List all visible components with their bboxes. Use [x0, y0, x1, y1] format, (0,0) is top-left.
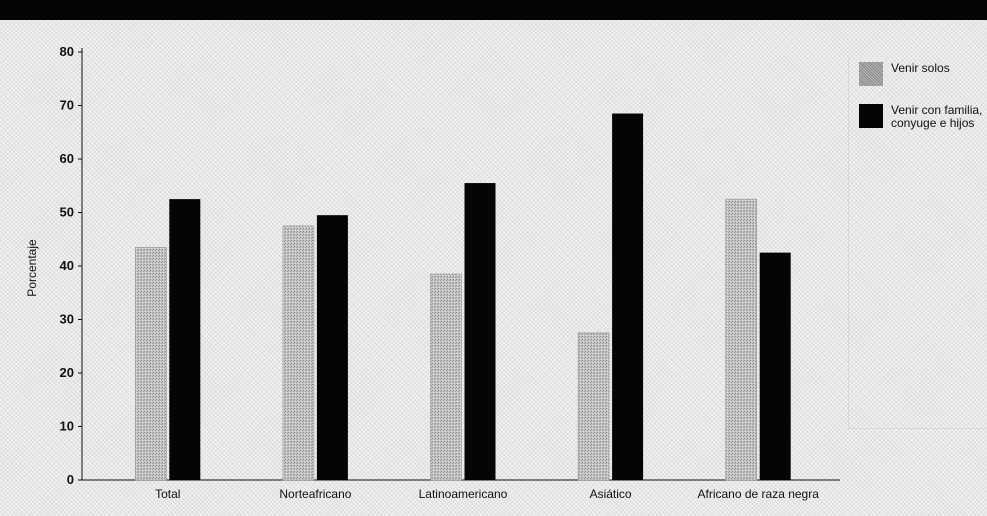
- y-tick-label-70: 70: [60, 98, 74, 113]
- legend-item-venir-con-familia: Venir con familia, conyuge e hijos: [859, 104, 987, 130]
- legend-swatch-venir-solos: [859, 62, 883, 86]
- legend-label-venir-con-familia: Venir con familia, conyuge e hijos: [891, 103, 983, 130]
- bar-latinoamericano-venir-con-familia: [464, 183, 496, 480]
- title-bar: [0, 0, 987, 20]
- bar-total-venir-solos: [135, 246, 167, 481]
- bar-asiatico-venir-solos: [577, 332, 610, 481]
- bar-africano-de-raza-negra-venir-con-familia: [759, 252, 791, 480]
- bar-asiatico-venir-con-familia: [612, 113, 644, 481]
- bar-norteafricano-venir-con-familia: [316, 215, 348, 481]
- y-tick-label-80: 80: [60, 44, 74, 59]
- legend: Venir solos Venir con familia, conyuge e…: [848, 58, 987, 429]
- bar-norteafricano-venir-solos: [282, 225, 315, 481]
- legend-swatch-venir-con-familia: [859, 104, 883, 128]
- legend-item-venir-solos: Venir solos: [859, 62, 987, 86]
- y-tick-label-0: 0: [67, 472, 74, 487]
- x-tick-label-latinoamericano: Latinoamericano: [419, 487, 508, 501]
- y-tick-label-30: 30: [60, 312, 74, 327]
- y-tick-label-10: 10: [60, 419, 74, 434]
- y-tick-label-20: 20: [60, 365, 74, 380]
- legend-label-venir-solos: Venir solos: [891, 61, 950, 75]
- x-tick-label-africano-de-raza-negra: Africano de raza negra: [697, 487, 819, 501]
- bar-africano-de-raza-negra-venir-solos: [725, 198, 758, 481]
- y-tick-label-60: 60: [60, 151, 74, 166]
- x-tick-label-total: Total: [155, 487, 180, 501]
- y-tick-label-50: 50: [60, 205, 74, 220]
- bar-latinoamericano-venir-solos: [430, 273, 462, 481]
- bar-total-venir-con-familia: [169, 199, 201, 480]
- y-tick-label-40: 40: [60, 258, 74, 273]
- x-tick-label-asiatico: Asiático: [590, 487, 632, 501]
- x-tick-label-norteafricano: Norteafricano: [279, 487, 351, 501]
- y-axis-title: Porcentaje: [25, 239, 39, 297]
